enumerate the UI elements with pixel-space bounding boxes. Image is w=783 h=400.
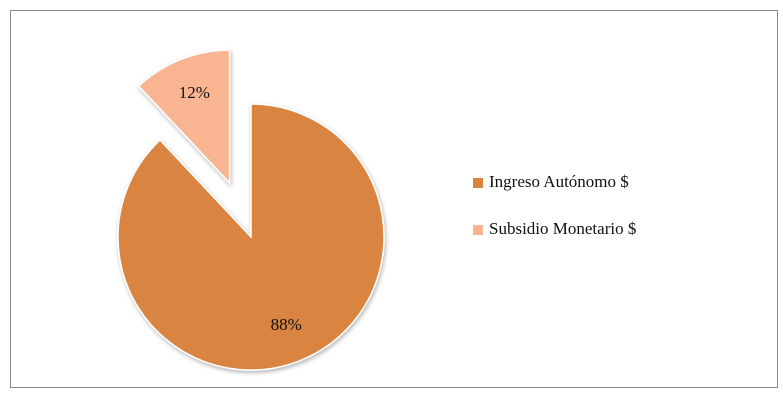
legend-swatch xyxy=(473,225,483,235)
data-label: 12% xyxy=(179,83,210,102)
data-label: 88% xyxy=(271,315,302,334)
pie-slice xyxy=(137,49,231,185)
legend-swatch xyxy=(473,178,483,188)
legend-label: Ingreso Autónomo $ xyxy=(489,172,629,191)
legend-label: Subsidio Monetario $ xyxy=(489,219,636,238)
pie-slice xyxy=(117,103,385,371)
